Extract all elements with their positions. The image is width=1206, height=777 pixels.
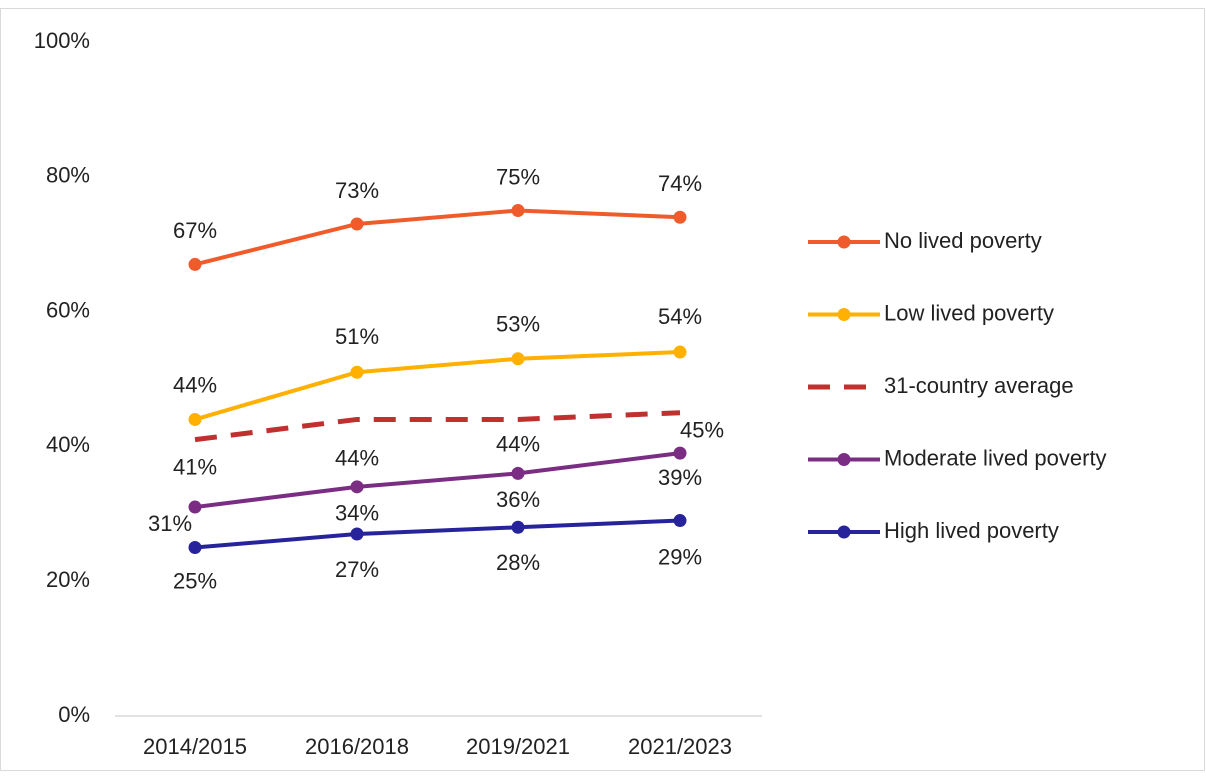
series-marker [188, 500, 202, 514]
legend-marker [837, 453, 851, 466]
series-line [194, 451, 681, 510]
data-label: 39% [658, 465, 702, 490]
legend-label: High lived poverty [884, 518, 1059, 543]
data-label: 34% [335, 501, 379, 526]
x-tick-label: 2016/2018 [305, 734, 409, 759]
series-marker [673, 514, 687, 528]
y-tick-label: 100% [34, 28, 90, 53]
legend-label: No lived poverty [884, 228, 1042, 253]
x-tick-label: 2014/2015 [143, 734, 247, 759]
series-line [194, 410, 681, 443]
y-tick-label: 20% [46, 567, 90, 592]
data-label: 28% [496, 550, 540, 575]
data-label: 27% [335, 557, 379, 582]
series-marker [350, 480, 364, 494]
legend-marker [837, 308, 851, 321]
data-label: 74% [658, 171, 702, 196]
y-tick-label: 40% [46, 432, 90, 457]
series-marker [673, 210, 687, 224]
series-line [194, 350, 681, 422]
data-label: 44% [496, 431, 540, 456]
series-line [194, 518, 681, 550]
legend-label: Moderate lived poverty [884, 445, 1107, 470]
data-label: 45% [680, 418, 724, 443]
legend-label: Low lived poverty [884, 300, 1054, 325]
data-label: 29% [658, 544, 702, 569]
series-marker [511, 204, 525, 217]
data-label: 53% [496, 312, 540, 337]
data-label: 51% [335, 324, 379, 349]
chart-border [0, 8, 1205, 771]
legend-label: 31-country average [884, 373, 1074, 398]
y-tick-label: 0% [58, 702, 90, 727]
data-label: 75% [496, 164, 540, 189]
series-marker [350, 365, 364, 379]
y-tick-label: 60% [46, 297, 90, 322]
data-label: 54% [658, 304, 702, 329]
data-label: 25% [173, 568, 217, 593]
data-label: 73% [335, 178, 379, 203]
legend-marker [837, 235, 851, 249]
series-marker [673, 345, 687, 359]
data-label: 44% [173, 372, 217, 397]
series-marker [350, 527, 364, 541]
legend-marker [837, 525, 851, 539]
data-label: 36% [496, 487, 540, 512]
series-marker [188, 541, 202, 554]
x-tick-label: 2021/2023 [628, 734, 732, 759]
series-marker [350, 217, 364, 231]
series-line [194, 208, 681, 267]
x-tick-label: 2019/2021 [466, 734, 570, 759]
series-marker [188, 412, 202, 426]
series-marker [188, 257, 202, 271]
data-label: 41% [173, 454, 217, 479]
series-marker [511, 352, 525, 366]
data-label: 67% [173, 218, 217, 243]
series-marker [673, 446, 687, 460]
y-tick-label: 80% [46, 163, 90, 188]
series-marker [511, 466, 525, 480]
data-label: 44% [335, 445, 379, 470]
series-marker [511, 520, 525, 534]
data-label: 31% [148, 511, 192, 536]
